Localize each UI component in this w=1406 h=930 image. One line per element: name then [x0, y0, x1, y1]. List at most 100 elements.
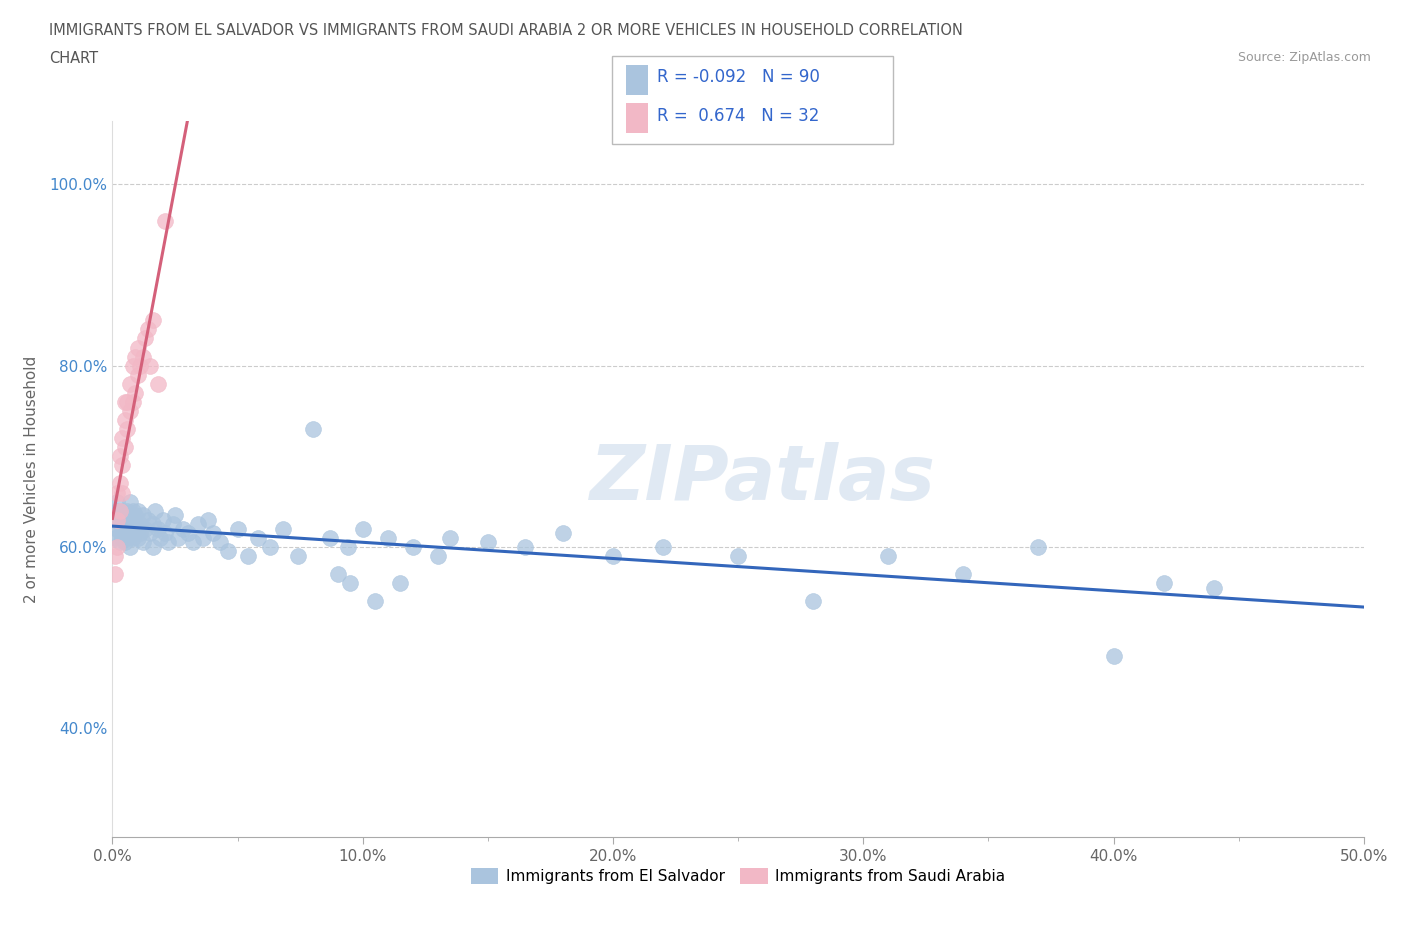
Text: ZIPatlas: ZIPatlas: [591, 442, 936, 516]
Point: [146, 377, 169, 392]
Point: [156, 535, 179, 550]
Point: [127, 367, 149, 382]
Point: [136, 322, 159, 337]
Point: [139, 525, 162, 540]
Point: [259, 539, 281, 554]
Point: [111, 485, 134, 500]
Point: [129, 358, 152, 373]
Point: [124, 349, 146, 364]
Point: [134, 522, 156, 537]
Point: [108, 476, 131, 491]
Point: [602, 549, 624, 564]
Point: [209, 535, 232, 550]
Point: [121, 522, 143, 537]
Point: [118, 539, 141, 554]
Point: [652, 539, 675, 554]
Point: [326, 566, 349, 581]
Point: [108, 503, 131, 518]
Point: [402, 539, 425, 554]
Point: [201, 525, 224, 540]
Point: [439, 530, 461, 545]
Point: [114, 535, 136, 550]
Point: [107, 485, 129, 500]
Point: [121, 503, 143, 518]
Point: [271, 522, 294, 537]
Point: [236, 549, 259, 564]
Point: [121, 530, 143, 545]
Point: [477, 535, 499, 550]
Text: R =  0.674   N = 32: R = 0.674 N = 32: [657, 107, 818, 125]
Point: [117, 503, 139, 518]
Point: [127, 340, 149, 355]
Text: R = -0.092   N = 90: R = -0.092 N = 90: [657, 68, 820, 86]
Point: [131, 508, 153, 523]
Point: [339, 576, 361, 591]
Point: [801, 594, 824, 609]
Point: [515, 539, 537, 554]
Point: [114, 517, 136, 532]
Point: [114, 508, 136, 523]
Point: [121, 358, 143, 373]
Point: [139, 358, 162, 373]
Point: [141, 539, 163, 554]
Point: [108, 525, 131, 540]
Point: [127, 530, 149, 545]
Point: [952, 566, 974, 581]
Point: [118, 512, 141, 527]
Point: [117, 394, 139, 409]
Point: [143, 503, 166, 518]
Point: [107, 503, 129, 518]
Point: [108, 535, 131, 550]
Point: [129, 517, 152, 532]
Point: [153, 213, 176, 228]
Point: [111, 503, 134, 518]
Point: [136, 512, 159, 527]
Point: [226, 522, 249, 537]
Point: [107, 512, 129, 527]
Point: [104, 530, 127, 545]
Text: IMMIGRANTS FROM EL SALVADOR VS IMMIGRANTS FROM SAUDI ARABIA 2 OR MORE VEHICLES I: IMMIGRANTS FROM EL SALVADOR VS IMMIGRANT…: [49, 23, 963, 38]
Point: [191, 530, 214, 545]
Point: [153, 525, 176, 540]
Point: [246, 530, 269, 545]
Point: [114, 525, 136, 540]
Point: [104, 566, 127, 581]
Point: [108, 517, 131, 532]
Point: [111, 431, 134, 445]
Y-axis label: 2 or more Vehicles in Household: 2 or more Vehicles in Household: [24, 355, 38, 603]
Point: [114, 394, 136, 409]
Point: [352, 522, 374, 537]
Legend: Immigrants from El Salvador, Immigrants from Saudi Arabia: Immigrants from El Salvador, Immigrants …: [465, 862, 1011, 890]
Point: [111, 522, 134, 537]
Point: [118, 404, 141, 418]
Point: [301, 421, 323, 436]
Point: [141, 517, 163, 532]
Point: [121, 394, 143, 409]
Point: [118, 377, 141, 392]
Point: [117, 522, 139, 537]
Point: [129, 525, 152, 540]
Text: CHART: CHART: [49, 51, 98, 66]
Point: [107, 539, 129, 554]
Point: [197, 512, 219, 527]
Point: [377, 530, 399, 545]
Point: [127, 522, 149, 537]
Text: Source: ZipAtlas.com: Source: ZipAtlas.com: [1237, 51, 1371, 64]
Point: [114, 440, 136, 455]
Point: [104, 549, 127, 564]
Point: [107, 494, 129, 509]
Point: [118, 525, 141, 540]
Point: [108, 449, 131, 464]
Point: [146, 522, 169, 537]
Point: [117, 421, 139, 436]
Point: [1102, 648, 1125, 663]
Point: [1153, 576, 1175, 591]
Point: [104, 512, 127, 527]
Point: [127, 503, 149, 518]
Point: [166, 530, 188, 545]
Point: [1028, 539, 1050, 554]
Point: [131, 535, 153, 550]
Point: [181, 535, 204, 550]
Point: [124, 508, 146, 523]
Point: [118, 494, 141, 509]
